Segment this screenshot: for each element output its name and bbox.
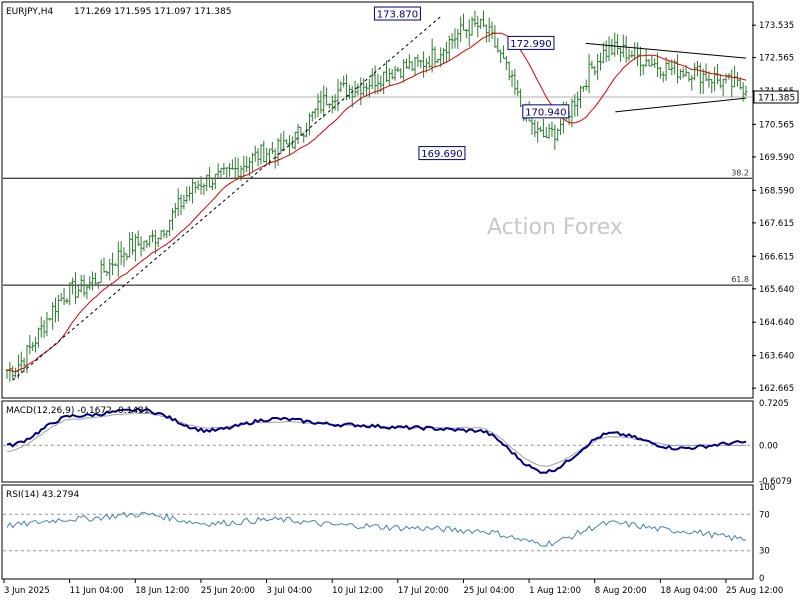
macd-title: MACD(12,26,9) -0.1672 -0.1431: [6, 406, 150, 416]
price-annotation-label: 170.940: [525, 107, 566, 118]
watermark: Action Forex: [487, 215, 623, 240]
rsi-panel-frame: [1, 484, 754, 580]
macd-panel-frame: [1, 400, 754, 483]
rsi-axis-label: 70: [759, 510, 770, 520]
price-axis-label: 170.565: [759, 120, 794, 130]
macd-line: [6, 407, 747, 474]
x-axis-label: 3 Jun 2025: [4, 586, 50, 596]
price-axis-label: 167.615: [759, 219, 794, 229]
symbol-label: EURJPY,H4: [6, 7, 54, 17]
x-axis-label: 25 Jun 20:00: [201, 586, 255, 596]
triangle-upper-line: [585, 42, 747, 59]
x-axis-label: 18 Jun 12:00: [135, 586, 189, 596]
fib-level-label: 61.8: [731, 275, 749, 284]
price-axis-label: 163.640: [759, 352, 794, 362]
x-axis-label: 11 Jun 04:00: [70, 586, 124, 596]
price-annotation-label: 172.990: [510, 39, 551, 50]
price-axis-label: 162.665: [759, 384, 794, 394]
price-annotation-label: 169.690: [421, 149, 462, 160]
price-axis-label: 172.565: [759, 54, 794, 64]
price-axis-label: 166.615: [759, 252, 794, 262]
rsi-layer: [3, 511, 752, 552]
price-axis-label: 168.590: [759, 186, 794, 196]
macd-axis-label: 0.00: [759, 441, 778, 451]
rsi-line: [6, 511, 747, 547]
x-axis-label: 8 Aug 20:00: [595, 586, 647, 596]
macd-layer: [3, 407, 752, 474]
x-axis-label: 3 Jul 04:00: [267, 586, 313, 596]
current-price-label: 171.385: [758, 93, 795, 103]
current-price-tag: [753, 90, 799, 104]
x-axis-label: 17 Jul 20:00: [398, 586, 449, 596]
rsi-axis-label: 30: [759, 547, 770, 557]
macd-axis-label: -0.6079: [759, 477, 792, 487]
price-axis-label: 165.640: [759, 285, 794, 295]
macd-axis-label: 0.7205: [759, 399, 789, 409]
price-axis-label: 164.640: [759, 318, 794, 328]
moving-average-line: [6, 32, 747, 373]
rsi-axis-label: 100: [759, 483, 775, 493]
fib-level-label: 38.2: [731, 168, 749, 177]
price-annotation-box: [418, 146, 466, 161]
price-annotation-box: [522, 104, 570, 119]
price-annotation-box: [373, 6, 421, 21]
x-axis-label: 18 Aug 04:00: [660, 586, 717, 596]
price-axis-label: 173.535: [759, 21, 794, 31]
price-axis-label: 169.590: [759, 153, 794, 163]
x-axis-label: 25 Jul 04:00: [463, 586, 514, 596]
ohlc-values: 171.269 171.595 171.097 171.385: [74, 7, 231, 17]
rsi-axis-label: 0: [759, 574, 764, 584]
triangle-lower-line: [615, 97, 747, 113]
axis-layer: 173.535172.565171.565170.565169.590168.5…: [3, 21, 799, 596]
price-annotation-box: [507, 35, 555, 50]
x-axis-label: 25 Aug 12:00: [726, 586, 783, 596]
dashed-trendline: [12, 15, 442, 381]
x-axis-label: 10 Jul 12:00: [332, 586, 383, 596]
price-panel-frame: [1, 1, 754, 399]
price-layer: 38.2 61.8 173.870 172.990 170.940 169.690: [3, 6, 752, 382]
rsi-title: RSI(14) 43.2794: [6, 490, 79, 500]
price-annotation-label: 173.870: [377, 10, 418, 21]
x-axis-label: 1 Aug 12:00: [529, 586, 581, 596]
